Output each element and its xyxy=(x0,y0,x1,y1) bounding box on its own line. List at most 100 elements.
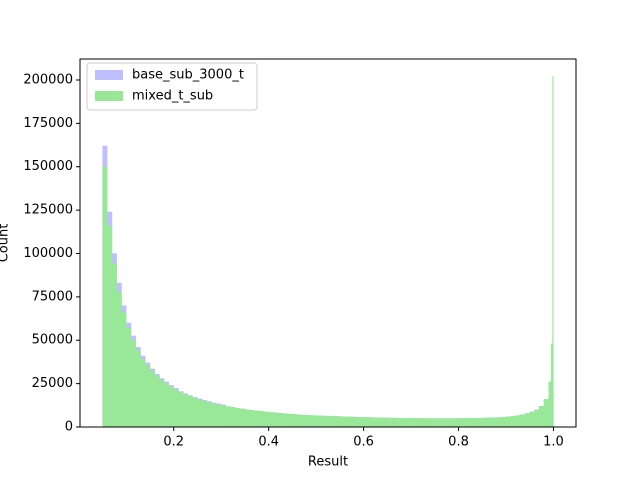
histogram-bar xyxy=(287,413,293,428)
legend-swatch xyxy=(95,70,123,80)
histogram-bar xyxy=(225,406,231,428)
histogram-bar xyxy=(111,263,117,428)
histogram-bar xyxy=(363,417,369,428)
histogram-bar xyxy=(325,415,331,428)
legend-label: mixed_t_sub xyxy=(132,89,213,104)
histogram-bar xyxy=(282,413,288,428)
histogram-bar xyxy=(391,417,397,428)
histogram-bar xyxy=(539,406,545,428)
histogram-bar xyxy=(268,412,274,428)
histogram-bar xyxy=(164,383,170,428)
histogram-bar xyxy=(491,417,497,428)
histogram-bar xyxy=(183,394,189,428)
histogram-bar xyxy=(458,418,464,428)
histogram-bar xyxy=(448,418,454,428)
y-tick-label: 175000 xyxy=(23,116,73,131)
histogram-bar xyxy=(377,417,383,428)
histogram-bar xyxy=(296,414,303,428)
histogram-bar xyxy=(349,416,355,428)
histogram-bar xyxy=(206,402,212,428)
x-tick-label: 0.2 xyxy=(163,435,184,450)
histogram-bar xyxy=(320,415,326,428)
histogram-bar xyxy=(434,418,440,428)
histogram-bar xyxy=(510,416,516,428)
x-axis-label: Result xyxy=(308,455,348,470)
histogram-bar xyxy=(187,396,193,428)
histogram-bar xyxy=(372,417,378,428)
histogram-bar xyxy=(154,375,160,428)
histogram-bar xyxy=(121,312,127,428)
legend-swatch xyxy=(95,91,123,101)
histogram-bar xyxy=(130,340,136,428)
histogram-bar xyxy=(501,416,507,428)
histogram-bar xyxy=(216,404,222,428)
histogram-bar xyxy=(344,416,350,428)
histogram-bar xyxy=(178,392,184,428)
histogram-bar xyxy=(126,327,132,428)
histogram-bar xyxy=(420,418,426,428)
histogram-bar xyxy=(534,409,540,428)
histogram-bar xyxy=(173,389,179,428)
histogram-bar xyxy=(102,166,108,428)
histogram-bar xyxy=(477,418,483,428)
x-tick-label: 0.4 xyxy=(258,435,279,450)
x-tick-label: 1.0 xyxy=(543,435,564,450)
histogram-bar xyxy=(486,417,492,428)
histogram-bar xyxy=(159,380,165,428)
histogram-bar xyxy=(230,407,236,428)
histogram-bar xyxy=(249,410,255,428)
histogram-bar xyxy=(401,418,407,428)
x-tick-label: 0.8 xyxy=(448,435,469,450)
histogram-bar xyxy=(515,415,521,428)
histogram-bar xyxy=(472,418,478,428)
histogram-bar xyxy=(467,418,473,428)
histogram-bar xyxy=(330,416,336,428)
y-tick-label: 0 xyxy=(65,420,73,435)
histogram-bar xyxy=(463,418,469,428)
histogram-bar xyxy=(529,411,535,428)
histogram-bar xyxy=(244,409,250,428)
histogram-bar xyxy=(306,415,312,428)
histogram-bar xyxy=(425,418,431,428)
histogram-bar xyxy=(387,417,393,428)
histogram-bar xyxy=(429,418,435,428)
histogram-bar xyxy=(273,412,279,428)
histogram-bar xyxy=(439,418,445,428)
histogram-bar xyxy=(482,417,488,428)
histogram-bar xyxy=(396,418,402,428)
histogram-bar xyxy=(524,413,530,428)
y-tick-label: 200000 xyxy=(23,72,73,87)
histogram-bar xyxy=(368,417,374,428)
histogram-bar xyxy=(278,413,284,428)
histogram-bar xyxy=(211,403,217,428)
legend-label: base_sub_3000_t xyxy=(132,68,244,83)
histogram-bar xyxy=(453,418,459,428)
histogram-bar xyxy=(202,400,208,428)
histogram-bar xyxy=(552,76,554,428)
histogram-bar xyxy=(406,418,412,428)
histogram-bar xyxy=(149,371,155,428)
histogram-bar xyxy=(548,381,552,428)
histogram-bar xyxy=(550,343,553,428)
histogram-bar xyxy=(520,414,526,428)
histogram-bar xyxy=(353,416,360,428)
y-tick-label: 100000 xyxy=(23,246,73,261)
histogram-bar xyxy=(382,417,388,428)
histogram-bar xyxy=(197,399,203,428)
histogram-bar xyxy=(259,411,265,428)
histogram-bar xyxy=(168,386,174,428)
histogram-bar xyxy=(192,397,198,428)
plot-frame xyxy=(79,58,577,428)
histogram-bar xyxy=(263,411,269,428)
histogram-bar xyxy=(140,359,146,428)
x-tick-label: 0.6 xyxy=(353,435,374,450)
histogram-bar xyxy=(311,415,317,428)
y-tick-label: 125000 xyxy=(23,203,73,218)
histogram-bar xyxy=(505,416,511,428)
histogram-bar xyxy=(292,414,298,428)
legend-box xyxy=(86,62,258,111)
histogram-bar xyxy=(339,416,345,428)
y-tick-label: 75000 xyxy=(32,289,73,304)
histogram-bar xyxy=(107,225,113,428)
